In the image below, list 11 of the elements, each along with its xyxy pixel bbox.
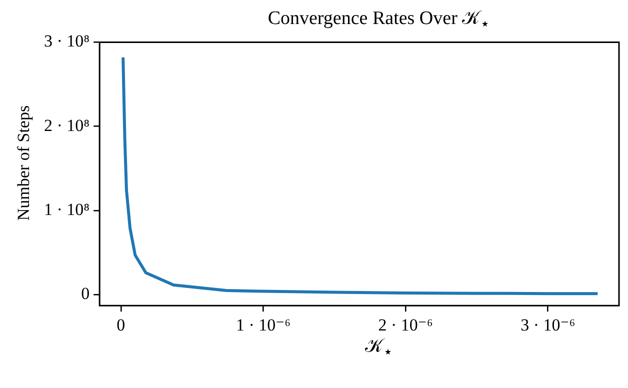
y-axis-title: Number of Steps [14, 104, 34, 223]
x-tick-label: 0 [116, 315, 126, 334]
x-tick-label: 3 · 10⁻⁶ [520, 315, 576, 334]
x-axis-title: 𝒦$_{⋆}$ [364, 336, 394, 362]
chart-title: Convergence Rates Over 𝒦$_{⋆}$ [266, 8, 492, 34]
y-tick-label: 1 · 10⁸ [44, 200, 90, 219]
x-tick-label: 1 · 10⁻⁶ [236, 315, 291, 334]
y-tick-label: 3 · 10⁸ [44, 32, 90, 51]
x-tick-label: 2 · 10⁻⁶ [378, 315, 433, 334]
y-tick-label: 0 [81, 284, 90, 304]
y-tick-label: 2 · 10⁸ [44, 116, 90, 135]
